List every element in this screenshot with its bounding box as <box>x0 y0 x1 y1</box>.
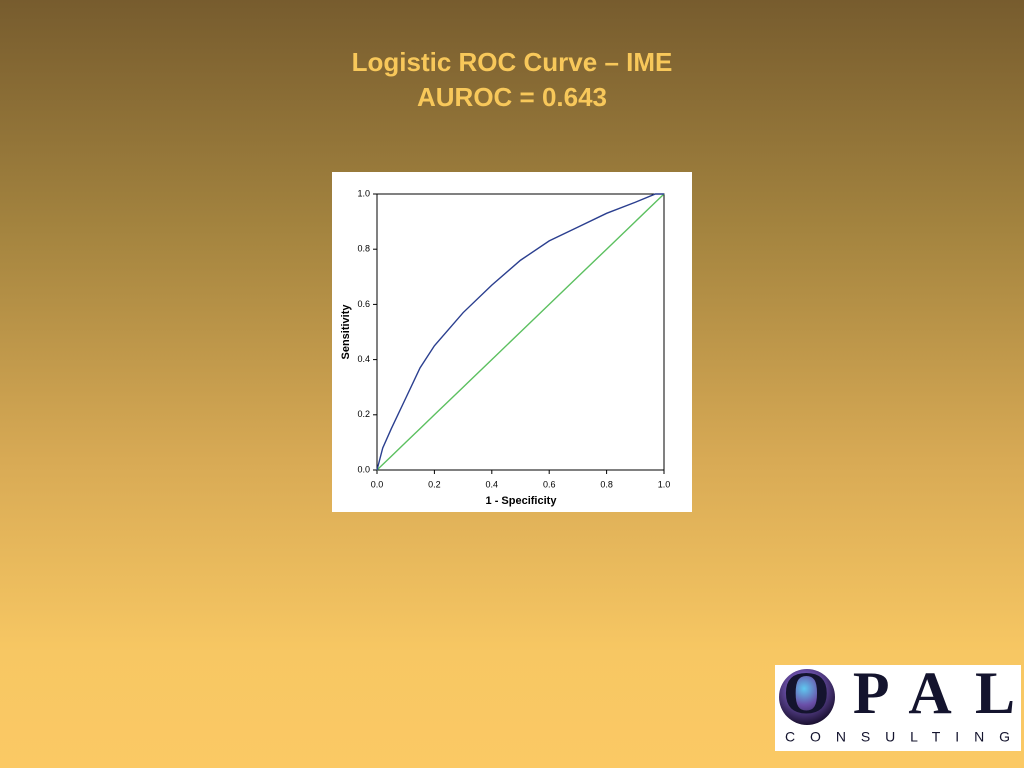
x-tick-label: 0.2 <box>428 479 441 489</box>
logo-tagline: CONSULTING <box>785 729 1010 745</box>
logo-mark <box>779 669 835 725</box>
x-axis-label: 1 - Specificity <box>486 495 558 507</box>
x-tick-label: 0.6 <box>543 479 556 489</box>
y-tick-label: 0.4 <box>357 354 370 364</box>
x-tick-label: 0.4 <box>486 479 499 489</box>
y-axis-label: Sensitivity <box>340 304 352 360</box>
x-tick-label: 0.0 <box>371 479 384 489</box>
y-tick-label: 1.0 <box>357 188 370 198</box>
x-tick-label: 0.8 <box>600 479 613 489</box>
slide-title: Logistic ROC Curve – IME <box>351 47 673 77</box>
y-tick-label: 0.6 <box>357 299 370 309</box>
y-tick-label: 0.0 <box>357 464 370 474</box>
logo: OPAL CONSULTING <box>775 665 1021 751</box>
logo-name: OPAL <box>783 665 1015 726</box>
y-tick-label: 0.2 <box>357 409 370 419</box>
plot-frame <box>376 193 665 471</box>
series-line <box>376 193 665 471</box>
y-tick-label: 0.8 <box>357 244 370 254</box>
slide-subtitle: AUROC = 0.643 <box>416 82 608 112</box>
x-tick-label: 1.0 <box>658 479 671 489</box>
series-line <box>376 193 664 471</box>
chart: Sensitivity 1 - Specificity 0.0 0.2 0.4 0.6… <box>332 172 692 512</box>
